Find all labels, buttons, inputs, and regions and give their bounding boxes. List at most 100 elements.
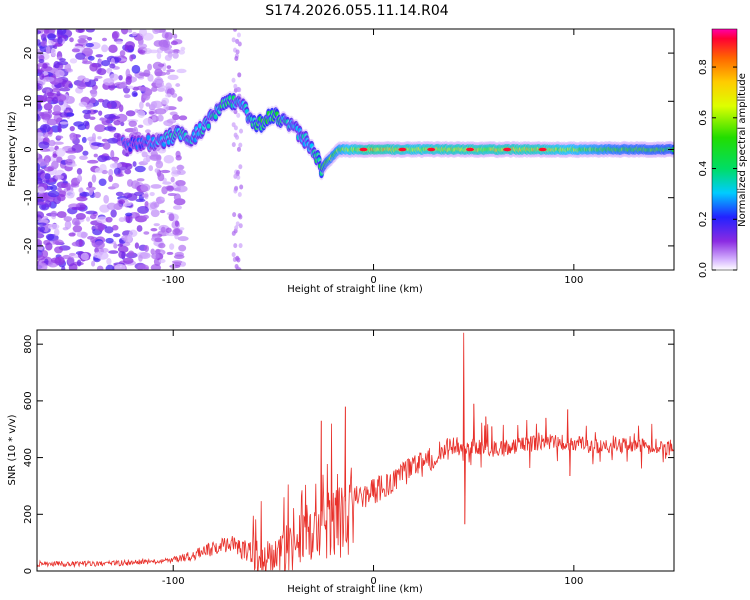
noise-speck <box>150 248 155 255</box>
noise-speck <box>172 52 179 59</box>
noise-speck <box>37 262 48 270</box>
noise-speck <box>143 245 150 253</box>
ridge-core <box>309 143 314 149</box>
noise-speck <box>109 163 118 169</box>
noise-speck <box>113 132 120 138</box>
noise-speck <box>236 32 241 38</box>
noise-speck <box>69 37 74 43</box>
noise-speck <box>113 233 121 238</box>
noise-speck <box>177 96 183 102</box>
noise-speck <box>42 132 49 138</box>
noise-speck <box>37 68 43 74</box>
noise-speck <box>59 87 71 92</box>
noise-speck <box>125 68 131 78</box>
noise-speck <box>91 174 97 183</box>
noise-speck <box>150 209 160 218</box>
noise-speck <box>166 118 177 124</box>
noise-speck <box>87 36 93 41</box>
noise-speck <box>117 199 126 205</box>
noise-speck <box>157 114 164 122</box>
noise-speck <box>53 68 59 73</box>
noise-speck <box>48 139 56 147</box>
spectrogram-ylabel: Frequency (Hz) <box>7 111 18 187</box>
noise-speck <box>155 71 167 76</box>
noise-speck <box>137 124 144 128</box>
noise-speck <box>106 257 112 265</box>
noise-speck <box>142 157 149 164</box>
noise-speck <box>149 154 162 161</box>
noise-speck <box>134 242 140 249</box>
noise-speck <box>82 57 88 64</box>
noise-speck <box>108 175 114 183</box>
noise-speck <box>112 224 119 231</box>
noise-speck <box>125 110 136 117</box>
noise-speck <box>154 237 163 243</box>
noise-speck <box>238 164 243 170</box>
noise-speck <box>51 87 61 93</box>
noise-speck <box>37 238 43 248</box>
ridge-peak <box>398 147 407 152</box>
ridge-peak <box>427 147 436 152</box>
noise-speck <box>141 151 148 158</box>
ridge-core <box>206 123 211 129</box>
noise-speck <box>169 243 175 250</box>
noise-speck <box>129 54 134 62</box>
noise-speck <box>102 142 111 150</box>
noise-speck <box>107 103 112 109</box>
noise-speck <box>106 67 113 74</box>
noise-speck <box>134 108 139 113</box>
noise-speck <box>142 32 154 41</box>
noise-speck <box>141 193 149 198</box>
noise-speck <box>161 97 170 105</box>
noise-speck <box>76 259 82 267</box>
noise-speck <box>70 182 78 187</box>
noise-speck <box>150 184 162 189</box>
noise-speck <box>56 91 61 97</box>
x-tick-label: -100 <box>162 275 185 286</box>
noise-speck <box>236 257 241 263</box>
noise-speck <box>158 258 166 264</box>
noise-speck <box>118 75 123 81</box>
noise-speck <box>173 33 178 39</box>
noise-speck <box>76 196 88 202</box>
noise-speck <box>155 160 164 169</box>
noise-speck <box>94 240 105 250</box>
noise-speck <box>113 157 119 163</box>
noise-speck <box>59 58 66 62</box>
noise-speck <box>94 75 103 79</box>
noise-speck <box>44 173 51 180</box>
noise-speck <box>107 137 119 144</box>
noise-speck <box>235 221 240 227</box>
noise-speck <box>73 121 85 127</box>
noise-speck <box>175 83 181 87</box>
noise-speck <box>56 156 63 163</box>
noise-speck <box>101 170 108 175</box>
noise-speck <box>76 168 83 175</box>
noise-speck <box>170 176 175 183</box>
noise-speck <box>40 40 47 47</box>
noise-speck <box>68 252 76 257</box>
noise-speck <box>91 260 96 267</box>
noise-speck <box>235 49 240 55</box>
noise-speck <box>42 125 48 131</box>
noise-speck <box>37 255 45 261</box>
noise-speck <box>89 62 98 72</box>
noise-speck <box>105 237 114 244</box>
noise-speck <box>143 231 150 235</box>
ridge-peak <box>466 147 475 152</box>
noise-speck <box>125 75 132 85</box>
noise-speck <box>56 135 64 139</box>
y-tick-label: 20 <box>23 47 34 60</box>
noise-speck <box>106 202 117 210</box>
noise-speck <box>96 265 104 270</box>
noise-speck <box>176 164 184 171</box>
noise-speck <box>234 56 239 62</box>
noise-speck <box>162 39 171 48</box>
colorbar-label: Normalized spectral amplitude <box>737 73 748 227</box>
noise-speck <box>233 109 238 115</box>
noise-speck <box>233 83 238 89</box>
y-tick-label: 0 <box>23 568 34 574</box>
noise-speck <box>135 198 146 203</box>
x-tick-label: 100 <box>564 275 583 286</box>
ridge-core <box>213 114 218 120</box>
